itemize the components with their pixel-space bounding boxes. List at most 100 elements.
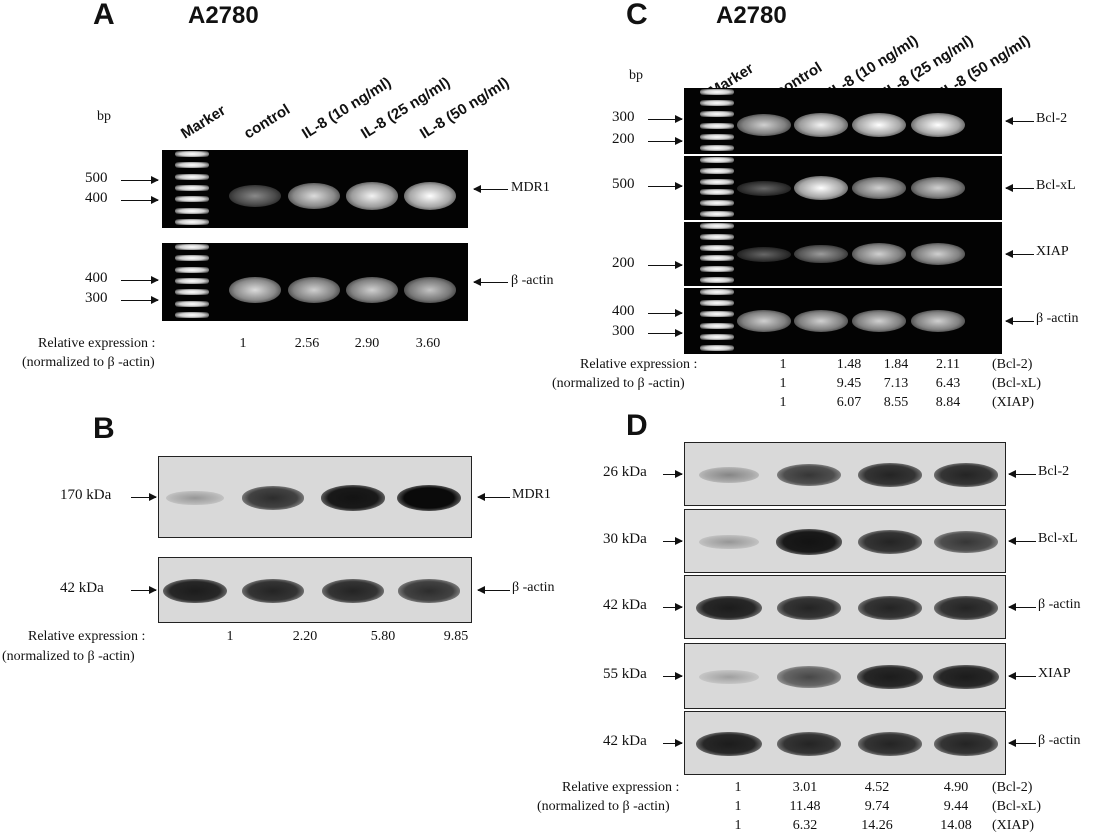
ladder-band [700,178,734,185]
rel-value-c: 8.84 [935,395,961,410]
ladder-band [700,300,734,307]
band [346,182,398,210]
band [397,579,461,603]
ladder-band [175,266,209,273]
rel-value-d: 14.26 [861,818,893,833]
marker-arrow-c [648,137,683,145]
blot-mdr1-b [158,456,472,538]
rel-value-b: 2.20 [292,629,318,644]
band [794,310,848,332]
band [934,530,998,554]
band [852,310,906,332]
panel-label-b: B [93,412,115,445]
band [737,114,791,136]
ladder-band [700,111,734,118]
panel-label-a: A [93,0,115,31]
marker-size-a: 400 [85,270,108,286]
rel-target-d: (XIAP) [992,818,1034,833]
rel-value-d: 4.90 [943,780,969,795]
rel-expr-norm-d: (normalized to β -actin) [537,799,670,814]
ladder-band [175,162,209,169]
bp-unit-c: bp [629,68,643,83]
band [699,534,759,550]
ladder-band [175,219,209,225]
marker-size-c: 200 [612,255,635,271]
target-arrow-b [477,493,510,501]
band [776,596,842,620]
blot-d [684,509,1006,573]
band [857,463,923,487]
ladder-band [700,211,734,217]
ladder-band [175,196,209,203]
size-arrow-b [131,493,157,501]
rel-value-c: 1.48 [836,357,862,372]
marker-size-c: 300 [612,323,635,339]
gel-c [684,288,1002,354]
band [911,310,965,332]
band [229,276,281,304]
target-label-b: MDR1 [512,487,551,502]
rel-value-c: 1 [779,376,787,391]
ladder-band [700,345,734,351]
rel-value-b: 9.85 [443,629,469,644]
target-arrow-d [1008,672,1036,680]
panel-title-a: A2780 [188,2,259,29]
band [698,466,760,484]
target-label-c: XIAP [1036,244,1069,259]
rel-value-c: 2.11 [936,357,960,372]
gel-c [684,222,1002,286]
blot-d [684,711,1006,775]
target-arrow-d [1008,739,1036,747]
rel-value-c: 1 [779,395,787,410]
rel-target-d: (Bcl-2) [992,780,1033,795]
target-label-a: MDR1 [511,180,550,195]
target-arrow-c [1005,184,1034,192]
marker-arrow-a [121,296,159,304]
band [321,485,385,511]
panel-title-c: A2780 [716,2,787,29]
marker-size-c: 500 [612,176,635,192]
band [229,184,281,208]
ladder-band [700,289,734,295]
band [852,113,906,137]
target-label-c: Bcl-2 [1036,111,1068,126]
marker-size-a: 300 [85,290,108,306]
band [696,595,762,621]
ladder-band [175,151,209,157]
protein-size-b: 42 kDa [60,580,104,596]
rel-value-b: 1 [226,629,234,644]
blot-d [684,442,1006,506]
rel-value-a: 1 [239,336,247,351]
rel-value-d: 1 [734,780,742,795]
band [737,246,791,262]
band [794,244,848,264]
ladder-band [700,122,734,129]
size-arrow-d [663,672,683,680]
band [776,732,842,756]
band [911,243,965,265]
band [776,529,842,555]
marker-arrow-c [648,329,683,337]
marker-size-c: 400 [612,303,635,319]
ladder-band [700,145,734,151]
marker-arrow-c [648,261,683,269]
rel-target-c: (Bcl-xL) [992,376,1041,391]
rel-value-d: 9.44 [943,799,969,814]
size-arrow-d [663,537,683,545]
rel-expr-norm-b: (normalized to β -actin) [2,649,135,664]
ladder-band [700,277,734,283]
band [857,664,923,690]
band [404,277,456,303]
band [696,731,762,757]
ladder-band [700,333,734,340]
target-label-a: β -actin [511,273,554,288]
rel-value-a: 3.60 [415,336,441,351]
band [163,578,227,604]
target-label-c: β -actin [1036,311,1079,326]
rel-value-c: 1.84 [883,357,909,372]
band [852,243,906,265]
rel-target-c: (XIAP) [992,395,1034,410]
rel-value-d: 1 [734,818,742,833]
band [241,579,305,603]
